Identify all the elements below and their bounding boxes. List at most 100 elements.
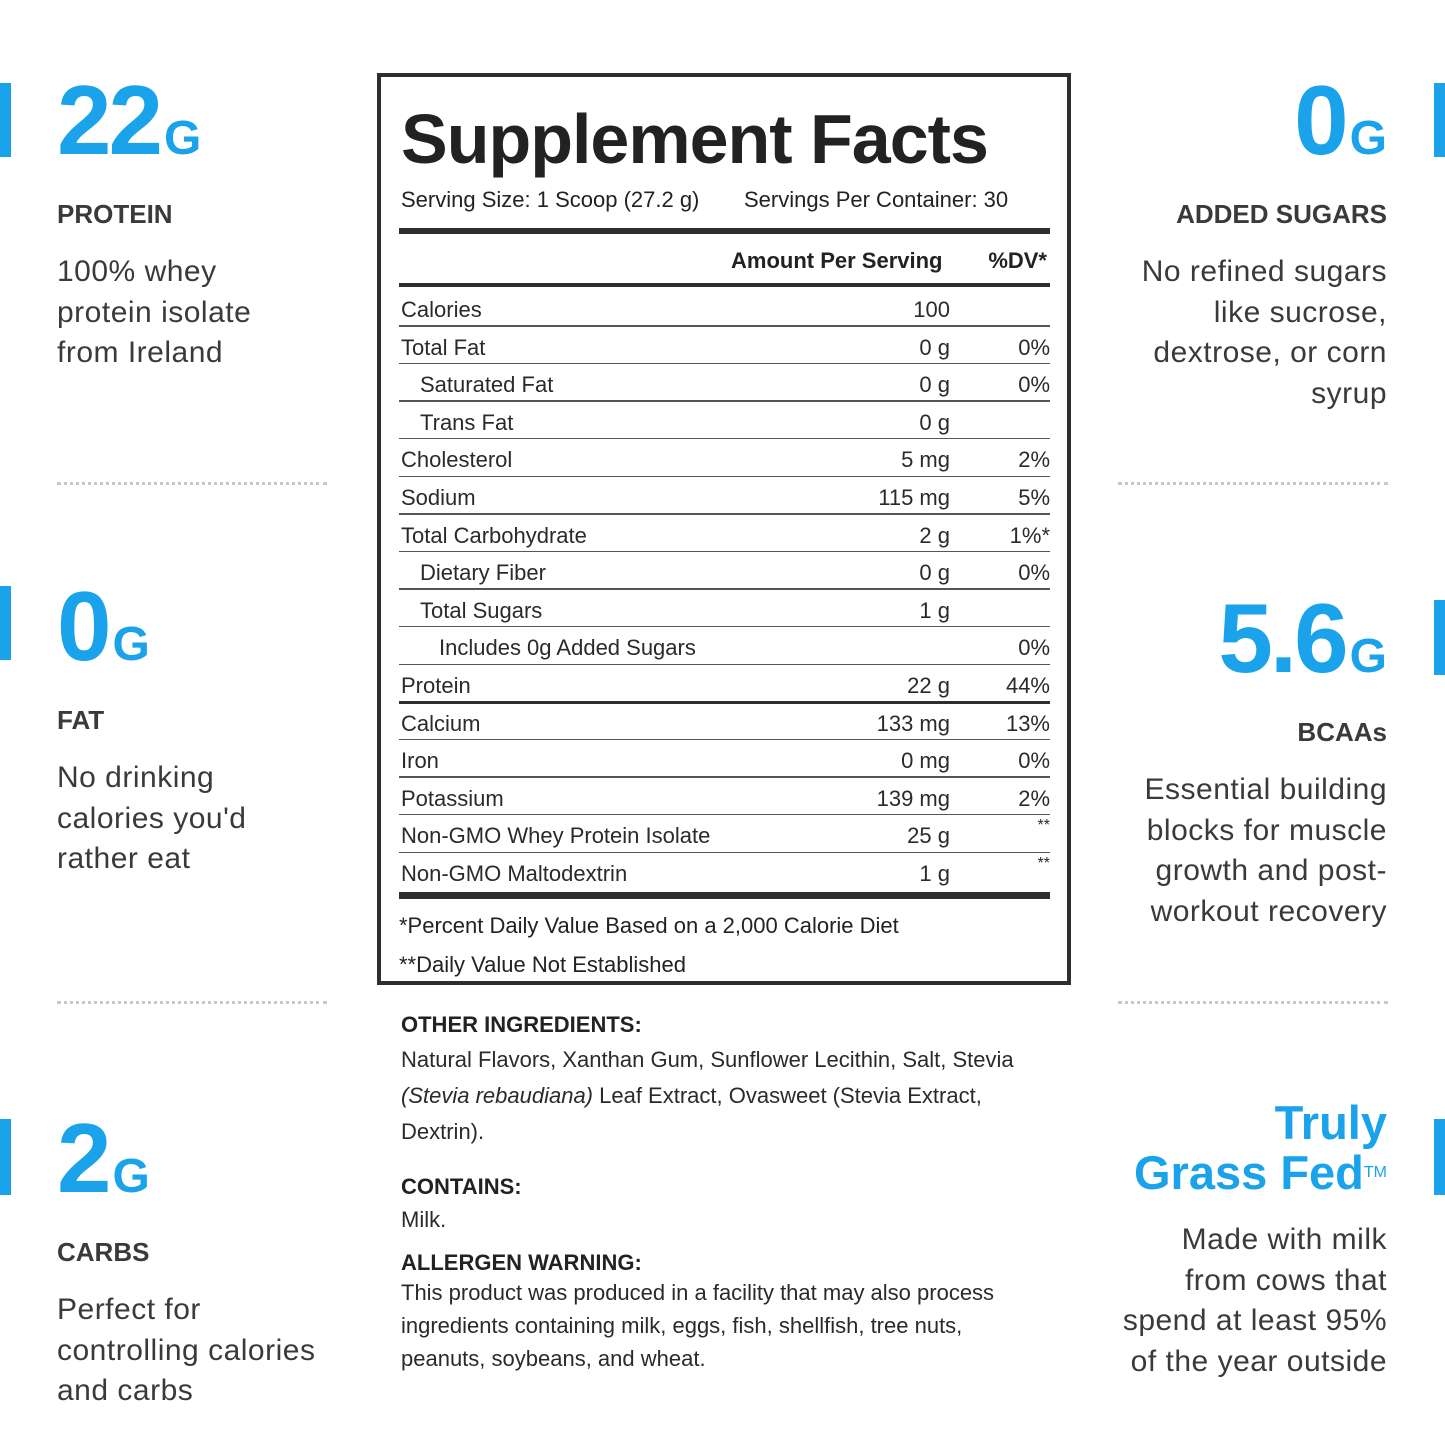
big-number: 2G — [57, 1109, 357, 1225]
row-line — [399, 437, 1050, 440]
title-line: Truly — [1274, 1096, 1387, 1149]
ingredients-text: Natural Flavors, Xanthan Gum, Sunflower … — [401, 1042, 1051, 1150]
daily-value: 44% — [1005, 673, 1050, 698]
row-line — [399, 325, 1050, 327]
feature-text: 100% whey protein isolate from Ireland — [57, 252, 357, 374]
text-line: Essential building — [1144, 773, 1387, 806]
footnote: *Percent Daily Value Based on a 2,000 Ca… — [399, 912, 899, 938]
accent-bar — [1434, 83, 1445, 157]
feature-card: 5.6G BCAAs Essential building blocks for mu… — [1087, 589, 1387, 932]
supplement-facts: Supplement Facts Serving Size: 1 Scoop (… — [377, 73, 1071, 985]
facts-row: Calories 100 — [399, 289, 1050, 327]
facts-title: Supplement Facts — [401, 100, 989, 178]
row-line — [399, 475, 1050, 477]
feature-label: FAT — [57, 705, 105, 735]
nutrient: Dietary Fiber — [420, 560, 546, 586]
feature-card: 0G FAT No drinking calories you'd rather eat — [57, 577, 357, 880]
accent-bar — [1434, 600, 1445, 675]
feature-card: 22G PROTEIN 100% whey protein isolate from I… — [57, 71, 357, 374]
ingredients: OTHER INGREDIENTS: Natural Flavors, Xant… — [401, 1012, 1051, 1375]
nutrient: Iron — [401, 748, 439, 774]
row-line — [399, 362, 1050, 365]
nutrient: Protein — [401, 673, 471, 698]
accent-bar — [0, 586, 11, 660]
facts-row: Calcium 133 mg 13% — [399, 703, 1050, 741]
big-number: 5.6G — [1087, 589, 1387, 705]
ingredients-heading: OTHER INGREDIENTS: — [401, 1012, 642, 1037]
feature-label: PROTEIN — [57, 199, 173, 229]
feature-card: 0G ADDED SUGARS No refined sugars like sucr… — [1087, 71, 1387, 414]
amount: 2 g — [919, 522, 950, 548]
row-line — [399, 776, 1050, 778]
unit: G — [1349, 630, 1387, 683]
row-line — [399, 851, 1050, 853]
facts-row: Iron 0 mg 0% — [399, 740, 1050, 778]
nutrient: Potassium — [401, 785, 504, 811]
text-line: workout recovery — [1150, 894, 1387, 928]
nutrient: Includes 0g Added Sugars — [439, 635, 696, 661]
unit: G — [112, 618, 150, 671]
daily-value: 0% — [1018, 560, 1050, 586]
amount: 0 g — [919, 372, 950, 398]
divider — [1118, 1001, 1388, 1004]
unit: G — [1349, 112, 1387, 165]
facts-row: Total Carbohydrate 2 g 1%* — [399, 515, 1050, 553]
amount: 115 mg — [878, 485, 950, 510]
accent-bar — [0, 1119, 11, 1195]
text-line: dextrose, or corn — [1153, 336, 1387, 369]
row-line — [399, 550, 1050, 553]
big-number: 0G — [1087, 71, 1387, 187]
text-line: rather eat — [57, 842, 191, 875]
number: 22 — [57, 65, 163, 175]
amount: 139 mg — [876, 785, 950, 811]
daily-value: 0% — [1018, 334, 1050, 360]
text-line: from cows that — [1184, 1263, 1387, 1297]
text-line: syrup — [1311, 376, 1387, 410]
trademark: TM — [1363, 1164, 1387, 1181]
daily-value: 0% — [1018, 635, 1050, 661]
row-line — [399, 738, 1050, 741]
text-line: No drinking — [57, 761, 215, 794]
facts-row: Includes 0g Added Sugars 0% — [399, 627, 1050, 665]
daily-value: 0% — [1018, 748, 1050, 774]
amount: 0 mg — [901, 748, 950, 774]
text: Natural Flavors, Xanthan Gum, Sunflower … — [401, 1047, 1014, 1072]
daily-value: 1%* — [1009, 522, 1050, 548]
big-number: 22G — [57, 71, 357, 187]
nutrient: Cholesterol — [401, 447, 513, 473]
rule — [399, 228, 1050, 234]
feature-label: CARBS — [57, 1237, 150, 1267]
daily-value: ** — [1037, 855, 1050, 872]
divider — [57, 482, 327, 485]
daily-value: 2% — [1018, 785, 1050, 811]
allergen-text: This product was produced in a facility … — [401, 1280, 995, 1371]
feature-text: Made with milk from cows that spend at lea… — [1087, 1220, 1387, 1382]
rule — [399, 700, 1050, 704]
feature-card: Truly Grass FedTM Made with milk from cows … — [1087, 1098, 1387, 1382]
daily-value: 0% — [1018, 372, 1050, 398]
amount: 0 g — [919, 560, 950, 586]
row-line — [399, 400, 1050, 402]
facts-row: Trans Fat 0 g — [399, 402, 1050, 440]
feature-label: ADDED SUGARS — [1176, 199, 1387, 229]
unit: G — [164, 112, 202, 165]
text: Leaf Extract, Ovasweet (Stevia Extract, … — [401, 1083, 982, 1144]
amount: 5 mg — [901, 447, 950, 473]
daily-value: 2% — [1018, 447, 1050, 473]
rule — [399, 283, 1050, 287]
accent-bar — [0, 83, 11, 157]
amount: 1 g — [919, 861, 950, 886]
amount: 1 g — [919, 597, 950, 623]
amount: 133 mg — [876, 710, 950, 736]
nutrient: Non-GMO Whey Protein Isolate — [401, 823, 711, 849]
feature-text: Perfect for controlling calories and carbs — [57, 1290, 357, 1412]
row-line — [399, 588, 1050, 590]
text-line: Perfect for — [57, 1293, 201, 1326]
nutrient: Trans Fat — [420, 409, 514, 435]
number: 0 — [1294, 65, 1348, 175]
daily-value: 13% — [1005, 710, 1050, 736]
text-line: growth and post- — [1155, 854, 1387, 887]
row-line — [399, 625, 1050, 628]
nutrient: Total Carbohydrate — [401, 522, 587, 548]
